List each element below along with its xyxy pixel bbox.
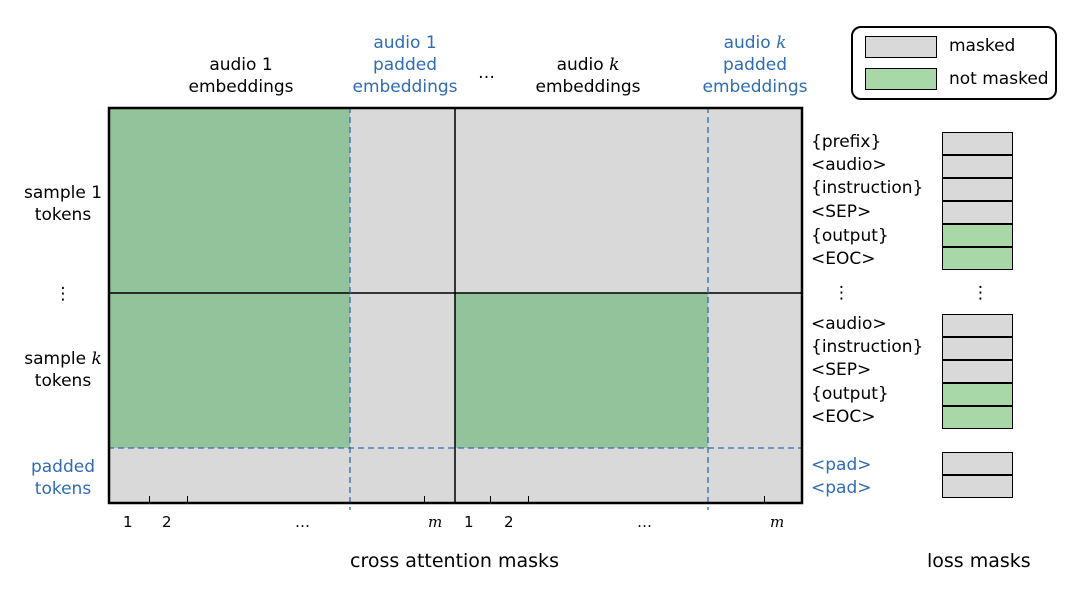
tick-label-b1-ellipsis: … (295, 513, 310, 531)
mask-cell-s1-a1 (108, 107, 350, 293)
token-label-sk-1: {instruction} (811, 337, 924, 357)
loss-mask-s1-4 (942, 224, 1013, 247)
tick-b2-m (764, 496, 765, 504)
token-label-s1-5: <EOC> (811, 249, 876, 269)
tick-label-b2-ellipsis: … (637, 513, 652, 531)
mask-cell-sk-a1 (108, 293, 350, 448)
legend: masked not masked (851, 26, 1057, 100)
grid-lines (107, 106, 804, 510)
tick-b1-m (424, 496, 425, 504)
loss-mask-sk-1 (942, 337, 1013, 360)
legend-not-masked-swatch (865, 68, 937, 90)
loss-mask-s1-1 (942, 155, 1013, 178)
loss-mask-pad-0 (942, 452, 1013, 475)
loss-mask-sk-2 (942, 360, 1013, 383)
tick-b1-2 (187, 496, 188, 504)
loss-vdots: ⋮ (972, 283, 989, 303)
mask-cell-s1-a1pad (350, 107, 455, 293)
tick-label-b2-m: m (770, 513, 785, 531)
token-label-s1-0: {prefix} (811, 132, 882, 152)
loss-mask-s1-0 (942, 132, 1013, 155)
row-vdots: ⋮ (54, 284, 72, 304)
cross-attention-grid (107, 106, 804, 510)
token-label-sk-4: <EOC> (811, 407, 876, 427)
tick-label-b1-m: m (428, 513, 443, 531)
loss-mask-s1-5 (942, 247, 1013, 270)
row-label-padded: padded tokens (30, 457, 96, 499)
tick-label-b2-2: 2 (504, 513, 514, 531)
mask-cell-sk-akpad (708, 293, 803, 448)
token-label-pad-0: <pad> (811, 455, 872, 475)
row-label-sample1: sample 1 tokens (23, 183, 103, 225)
mask-cell-s1-akpad (708, 107, 803, 293)
loss-mask-pad-1 (942, 475, 1013, 498)
tick-label-b2-1: 1 (464, 513, 474, 531)
caption-cross-attention: cross attention masks (350, 550, 559, 572)
token-label-pad-1: <pad> (811, 478, 872, 498)
mask-cell-sk-ak (455, 293, 708, 448)
col-label-audiok-padded: audio k padded embeddings (702, 33, 808, 97)
tick-b2-2 (528, 496, 529, 504)
tick-b1-1 (149, 496, 150, 504)
loss-mask-sk-0 (942, 314, 1013, 337)
token-label-s1-2: {instruction} (811, 178, 924, 198)
token-label-sk-3: {output} (811, 384, 889, 404)
token-label-s1-4: {output} (811, 226, 889, 246)
mask-cell-sk-a1pad (350, 293, 455, 448)
loss-mask-sk-3 (942, 383, 1013, 406)
col-ellipsis: … (478, 63, 495, 83)
row-label-samplek: sample k tokens (24, 349, 102, 391)
col-label-audio1: audio 1 embeddings (188, 55, 294, 97)
token-vdots: ⋮ (833, 283, 850, 303)
token-label-s1-1: <audio> (811, 155, 887, 175)
legend-masked-swatch (865, 36, 937, 58)
loss-mask-s1-2 (942, 178, 1013, 201)
legend-not-masked-label: not masked (949, 69, 1049, 89)
loss-mask-sk-4 (942, 406, 1013, 429)
tick-label-b1-2: 2 (162, 513, 172, 531)
token-label-sk-2: <SEP> (811, 360, 872, 380)
token-label-sk-0: <audio> (811, 314, 887, 334)
col-label-audiok: audio k embeddings (535, 55, 641, 97)
token-label-s1-3: <SEP> (811, 202, 872, 222)
loss-mask-s1-3 (942, 201, 1013, 224)
legend-masked-label: masked (949, 36, 1016, 56)
caption-loss-masks: loss masks (927, 550, 1031, 572)
col-label-audio1-padded: audio 1 padded embeddings (352, 33, 458, 97)
tick-label-b1-1: 1 (123, 513, 133, 531)
mask-cell-s1-ak (455, 107, 708, 293)
tick-b2-1 (490, 496, 491, 504)
